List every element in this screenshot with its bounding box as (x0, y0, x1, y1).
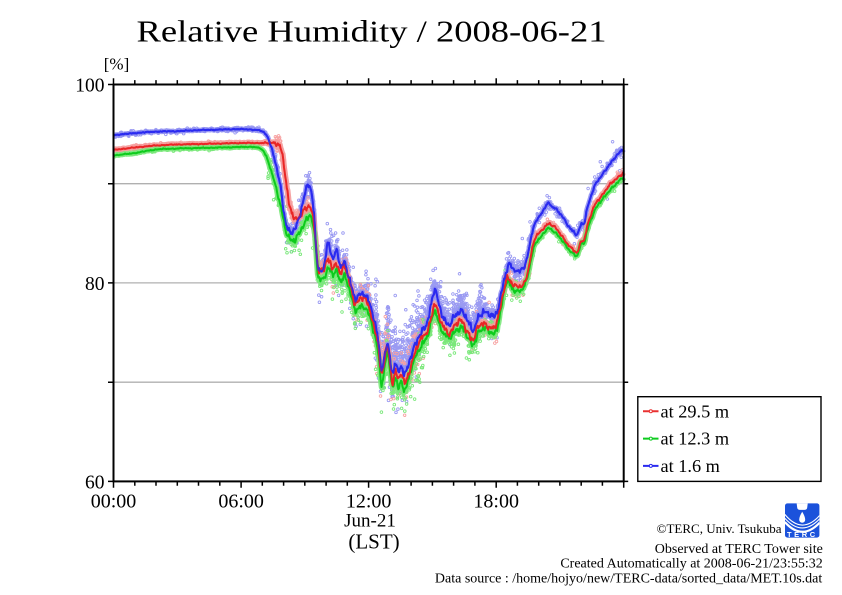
svg-text:[%]: [%] (104, 55, 129, 74)
svg-text:80: 80 (85, 274, 105, 295)
svg-text:Relative Humidity / 2008-06-21: Relative Humidity / 2008-06-21 (137, 14, 607, 49)
svg-text:©TERC, Univ. Tsukuba: ©TERC, Univ. Tsukuba (657, 521, 782, 536)
svg-text:(LST): (LST) (348, 530, 399, 554)
svg-text:06:00: 06:00 (218, 491, 264, 513)
svg-text:Created Automatically at 2008-: Created Automatically at 2008-06-21/23:5… (560, 556, 822, 571)
svg-text:12:00: 12:00 (346, 491, 392, 513)
svg-text:100: 100 (75, 75, 104, 96)
svg-text:Data source : /home/hojyo/new/: Data source : /home/hojyo/new/TERC-data/… (435, 572, 822, 587)
svg-text:Observed at TERC Tower site: Observed at TERC Tower site (655, 542, 823, 557)
svg-text:60: 60 (85, 472, 105, 493)
svg-text:18:00: 18:00 (473, 491, 519, 513)
svg-text:at 1.6 m: at 1.6 m (661, 456, 720, 476)
svg-text:at 29.5 m: at 29.5 m (661, 401, 730, 421)
svg-text:Jun-21: Jun-21 (344, 511, 396, 532)
svg-text:00:00: 00:00 (91, 491, 137, 513)
svg-text:TERC: TERC (787, 530, 818, 539)
svg-text:at 12.3 m: at 12.3 m (661, 429, 730, 449)
